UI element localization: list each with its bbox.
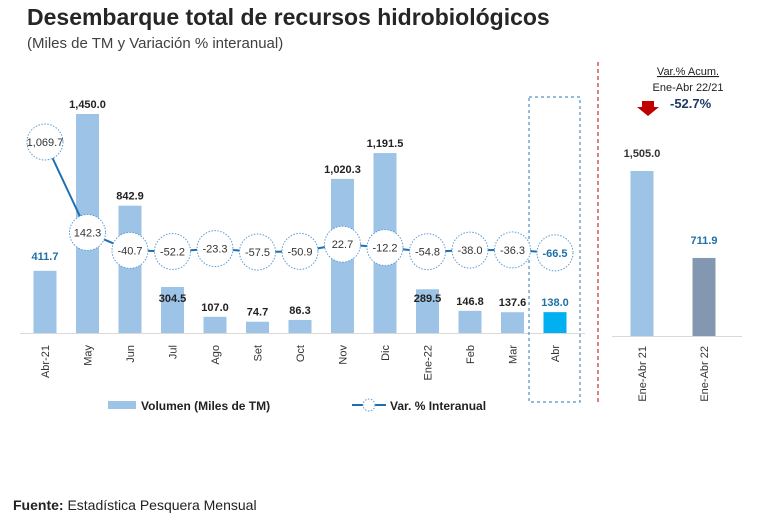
bar-oct: [288, 319, 312, 333]
acc-annotation-value: -52.7%: [670, 96, 712, 111]
acc-x-tick-label: Ene-Abr 22: [699, 346, 711, 402]
bar-value-label: 304.5: [159, 293, 187, 305]
variation-marker: [196, 230, 234, 268]
variation-label: -57.5: [245, 247, 270, 259]
variation-marker: [26, 123, 64, 161]
x-tick-label: Jun: [125, 345, 137, 363]
x-tick-label: May: [83, 345, 95, 366]
bar-abr-21: [33, 270, 57, 333]
bar-value-label: 289.5: [414, 293, 442, 305]
acc-bar: [692, 257, 716, 336]
variation-marker: [494, 231, 531, 269]
monthly-x-tick-labels: Abr-21 May Jun Jul Ago Set Oct Nov Dic Ene-22 Feb M…: [40, 345, 562, 381]
variation-label: -50.9: [287, 246, 312, 258]
variation-marker: [324, 225, 361, 263]
variation-label: -54.8: [415, 247, 440, 259]
x-tick-label: Set: [253, 345, 265, 362]
source-label: Fuente:: [13, 497, 64, 513]
legend-marker-variation: [362, 398, 376, 412]
monthly-bar-labels: 411.7 1,450.0 842.9 304.5 107.0 74.7 86.3 1,020…: [32, 99, 569, 319]
bar-ene-22: [416, 289, 439, 333]
x-tick-label: Feb: [465, 345, 477, 364]
bar-jul: [161, 287, 184, 333]
variation-label: 142.3: [74, 228, 102, 240]
bar-value-label: 1,020.3: [324, 164, 361, 176]
variation-marker: [239, 233, 276, 271]
bar-value-label: 842.9: [116, 191, 144, 203]
bar-ago: [203, 316, 227, 333]
bar-value-label: 411.7: [32, 251, 59, 263]
x-tick-label: Abr: [550, 345, 562, 362]
variation-label: -52.2: [160, 246, 185, 258]
variation-label: 22.7: [332, 239, 353, 251]
variation-label: -40.7: [117, 245, 142, 257]
variation-marker: [281, 232, 319, 270]
x-tick-label: Abr-21: [40, 345, 52, 378]
chart-subtitle: (Miles de TM y Variación % interanual): [27, 35, 284, 52]
x-tick-label: Oct: [295, 345, 307, 362]
bar-value-label: 1,191.5: [367, 138, 404, 150]
variation-marker: [111, 231, 149, 269]
x-tick-label: Mar: [508, 345, 520, 364]
x-tick-label: Jul: [168, 345, 180, 359]
variation-label: -38.0: [457, 245, 482, 257]
bar-mar: [501, 312, 524, 333]
variation-marker: [451, 231, 489, 269]
bar-value-label: 1,450.0: [69, 99, 106, 111]
variation-label: 1,069.7: [27, 137, 64, 149]
accumulated-chart: 1,505.0 Ene-Abr 21 711.9 Ene-Abr 22 Var.% Ac…: [597, 62, 742, 405]
legend-swatch-volume: [108, 401, 136, 409]
variation-marker: [154, 232, 191, 270]
acc-bar-value-label: 711.9: [691, 235, 718, 247]
acc-bar-value-label: 1,505.0: [624, 148, 661, 160]
variation-label: -36.3: [500, 245, 525, 257]
variation-marker: [536, 234, 574, 272]
x-tick-label: Dic: [380, 345, 392, 361]
bar-value-label: 107.0: [201, 302, 229, 314]
acc-x-tick-label: Ene-Abr 21: [637, 346, 649, 402]
variation-line: 1,069.7 142.3 -40.7 -52.2 -23.3 -57.5 -50.9 22.…: [26, 123, 574, 272]
variation-label: -12.2: [372, 243, 397, 255]
source-note: Fuente: Estadística Pesquera Mensual: [13, 497, 257, 513]
bar-value-label: 74.7: [247, 307, 268, 319]
variation-label: -66.5: [542, 248, 567, 260]
legend-label-variation: Var. % Interanual: [390, 399, 486, 413]
bar-abr: [543, 312, 567, 333]
acc-annotation-title: Var.% Acum.: [657, 66, 719, 78]
x-tick-label: Ago: [210, 345, 222, 365]
monthly-bars: [20, 96, 585, 403]
acc-bar: [630, 171, 654, 336]
bar-value-label: 86.3: [289, 305, 310, 317]
bar-set: [246, 321, 269, 333]
x-tick-label: Nov: [338, 345, 350, 365]
legend-label-volume: Volumen (Miles de TM): [141, 399, 270, 413]
bar-value-label: 137.6: [499, 297, 527, 309]
bar-value-label: 138.0: [541, 297, 569, 309]
chart-title: Desembarque total de recursos hidrobioló…: [27, 4, 550, 30]
bar-value-label: 146.8: [456, 296, 484, 308]
variation-marker: [69, 214, 106, 252]
bar-jun: [118, 205, 142, 333]
variation-marker: [409, 233, 446, 271]
x-tick-label: Ene-22: [423, 345, 435, 380]
legend: Volumen (Miles de TM) Var. % Interanual: [108, 398, 486, 413]
source-text: Estadística Pesquera Mensual: [67, 497, 257, 513]
acc-annotation-period: Ene-Abr 22/21: [653, 82, 724, 94]
down-arrow-icon: [637, 101, 659, 116]
bar-feb: [458, 310, 482, 333]
variation-label: -23.3: [202, 244, 227, 256]
variation-marker: [366, 229, 404, 267]
